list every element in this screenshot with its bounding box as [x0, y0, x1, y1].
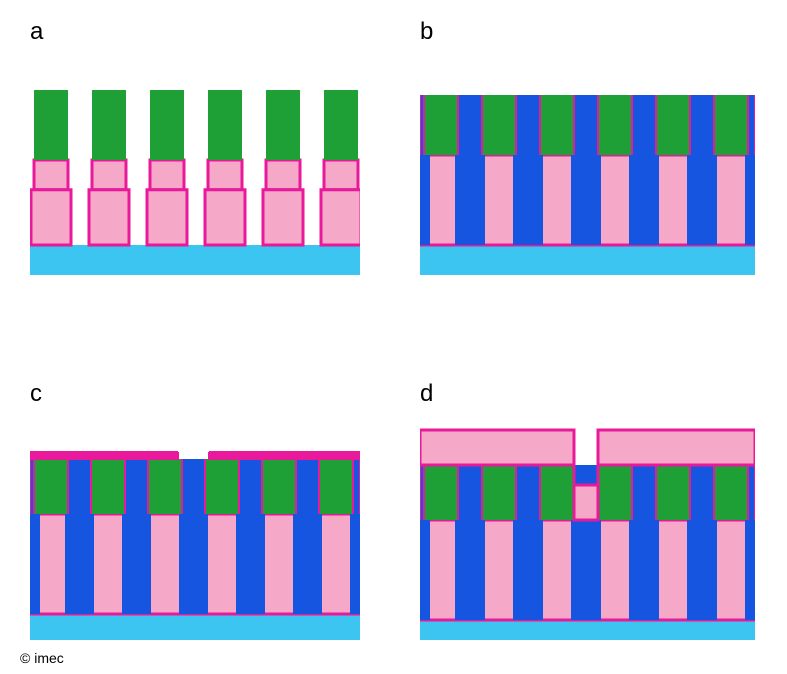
panel-label-c: c: [30, 380, 42, 408]
panel-a: [30, 65, 360, 275]
panel-c: [30, 430, 360, 640]
copyright-text: © imec: [20, 650, 64, 666]
panel-b: [420, 65, 755, 275]
panel-label-a: a: [30, 18, 43, 46]
panel-d: [420, 400, 755, 640]
panel-label-b: b: [420, 18, 433, 46]
